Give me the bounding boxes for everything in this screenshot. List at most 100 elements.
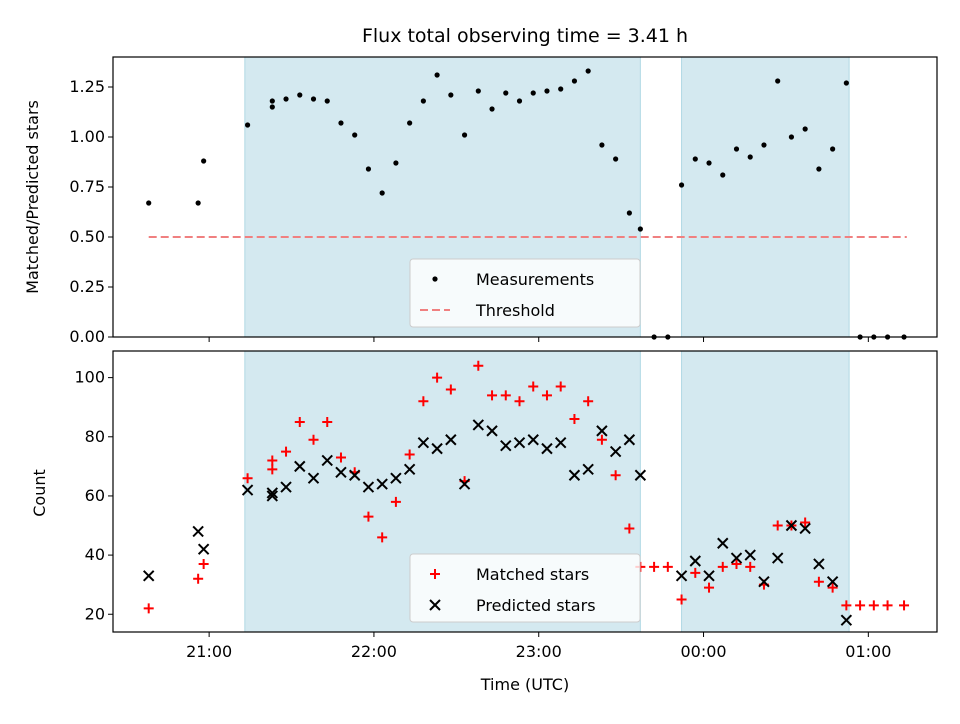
data-point <box>269 104 275 110</box>
data-point-matched <box>813 576 824 587</box>
data-point-matched <box>841 600 852 611</box>
data-point-matched <box>404 449 415 460</box>
x-tick-label: 22:00 <box>351 642 397 661</box>
data-point-matched <box>899 600 910 611</box>
data-point-matched <box>267 464 278 475</box>
data-point-predicted <box>307 472 320 484</box>
x-tick-label: 01:00 <box>845 642 891 661</box>
data-point <box>626 210 632 216</box>
legend-marker-predicted <box>429 599 441 611</box>
panel-count: 20 40 60 80 100 21:00 22:00 23:00 00:00 01:00 Matc… <box>74 350 938 661</box>
data-point-predicted <box>335 466 347 478</box>
data-point-matched <box>690 567 701 578</box>
data-point-predicted <box>192 525 204 538</box>
data-point-matched <box>322 416 333 427</box>
data-point-matched <box>882 600 893 611</box>
data-point-predicted <box>266 490 279 502</box>
data-point-predicted <box>513 436 526 449</box>
data-point <box>448 92 454 98</box>
y-tick-label: 100 <box>74 368 105 387</box>
data-point-matched <box>662 561 673 572</box>
data-point <box>324 98 330 104</box>
data-point <box>788 134 795 140</box>
data-point <box>571 78 578 84</box>
data-point-matched <box>649 561 660 572</box>
y-tick-label: 60 <box>85 486 105 505</box>
data-point <box>393 160 399 166</box>
data-point-matched <box>267 455 278 466</box>
legend-box <box>409 258 641 328</box>
data-point <box>830 146 836 152</box>
legend-marker-matched <box>430 569 440 579</box>
y-tick-label: 80 <box>85 427 105 446</box>
data-point-matched <box>335 452 346 463</box>
data-point <box>434 72 440 78</box>
data-point-matched <box>676 594 687 605</box>
data-point <box>843 80 849 86</box>
plot-frame <box>112 350 938 633</box>
data-point-matched <box>198 558 209 569</box>
data-point-matched <box>242 473 253 484</box>
data-point-predicted <box>826 576 839 588</box>
data-point-predicted <box>730 552 743 564</box>
data-point <box>352 132 358 138</box>
data-point-predicted <box>799 522 811 535</box>
data-point-matched <box>583 396 594 407</box>
chart-title: Flux total observing time = 3.41 h <box>362 25 688 47</box>
data-point <box>379 190 385 196</box>
data-point-matched <box>487 390 498 401</box>
y-tick-label: 1.25 <box>69 77 105 96</box>
data-point-predicted <box>527 434 539 446</box>
data-point-matched <box>390 496 401 507</box>
y-tick-label: 1.00 <box>69 127 105 146</box>
data-point-matched <box>569 414 580 425</box>
data-point <box>201 158 207 164</box>
data-point-predicted <box>541 442 553 455</box>
data-point-predicted <box>197 543 210 555</box>
data-point-matched <box>745 561 756 572</box>
legend-label: Measurements <box>476 270 594 289</box>
legend: Measurements Threshold <box>409 258 641 328</box>
data-point-predicted <box>142 570 155 582</box>
data-point-matched <box>855 600 866 611</box>
data-point-matched <box>541 390 552 401</box>
data-point-matched <box>717 561 728 572</box>
data-point <box>816 166 822 172</box>
data-point-matched <box>193 573 204 584</box>
data-point-predicted <box>348 469 361 481</box>
data-point <box>637 226 643 232</box>
y-tick-label: 0.75 <box>69 177 105 196</box>
data-point-matched <box>827 582 838 593</box>
data-point <box>407 120 413 126</box>
y-tick-label: 0.50 <box>69 227 105 246</box>
x-tick-label: 21:00 <box>186 642 232 661</box>
legend: Matched stars Predicted stars <box>409 553 641 623</box>
data-point-predicted <box>294 460 306 473</box>
data-point-matched <box>294 416 305 427</box>
bottom-y-axis-label: Count <box>30 469 49 517</box>
data-point-matched <box>528 381 539 392</box>
data-point-predicted <box>486 425 498 437</box>
data-point <box>802 126 808 132</box>
data-point-predicted <box>431 442 443 455</box>
series-measurements <box>146 68 907 340</box>
data-point-matched <box>596 434 607 445</box>
data-point-predicted <box>241 484 254 496</box>
data-point-matched <box>800 517 811 528</box>
data-point <box>530 90 536 96</box>
legend-box <box>409 553 641 623</box>
data-point-matched <box>363 511 374 522</box>
data-point <box>747 154 753 160</box>
data-point <box>420 98 426 104</box>
data-point-predicted <box>376 478 388 490</box>
data-point-predicted <box>717 537 729 549</box>
data-point-predicted <box>417 436 430 449</box>
data-point-predicted <box>771 552 784 564</box>
data-point-matched <box>772 520 783 531</box>
data-point-predicted <box>458 478 471 490</box>
data-point <box>678 182 685 188</box>
data-point <box>761 142 767 148</box>
data-point-predicted <box>785 519 798 532</box>
legend-label: Matched stars <box>476 565 589 584</box>
